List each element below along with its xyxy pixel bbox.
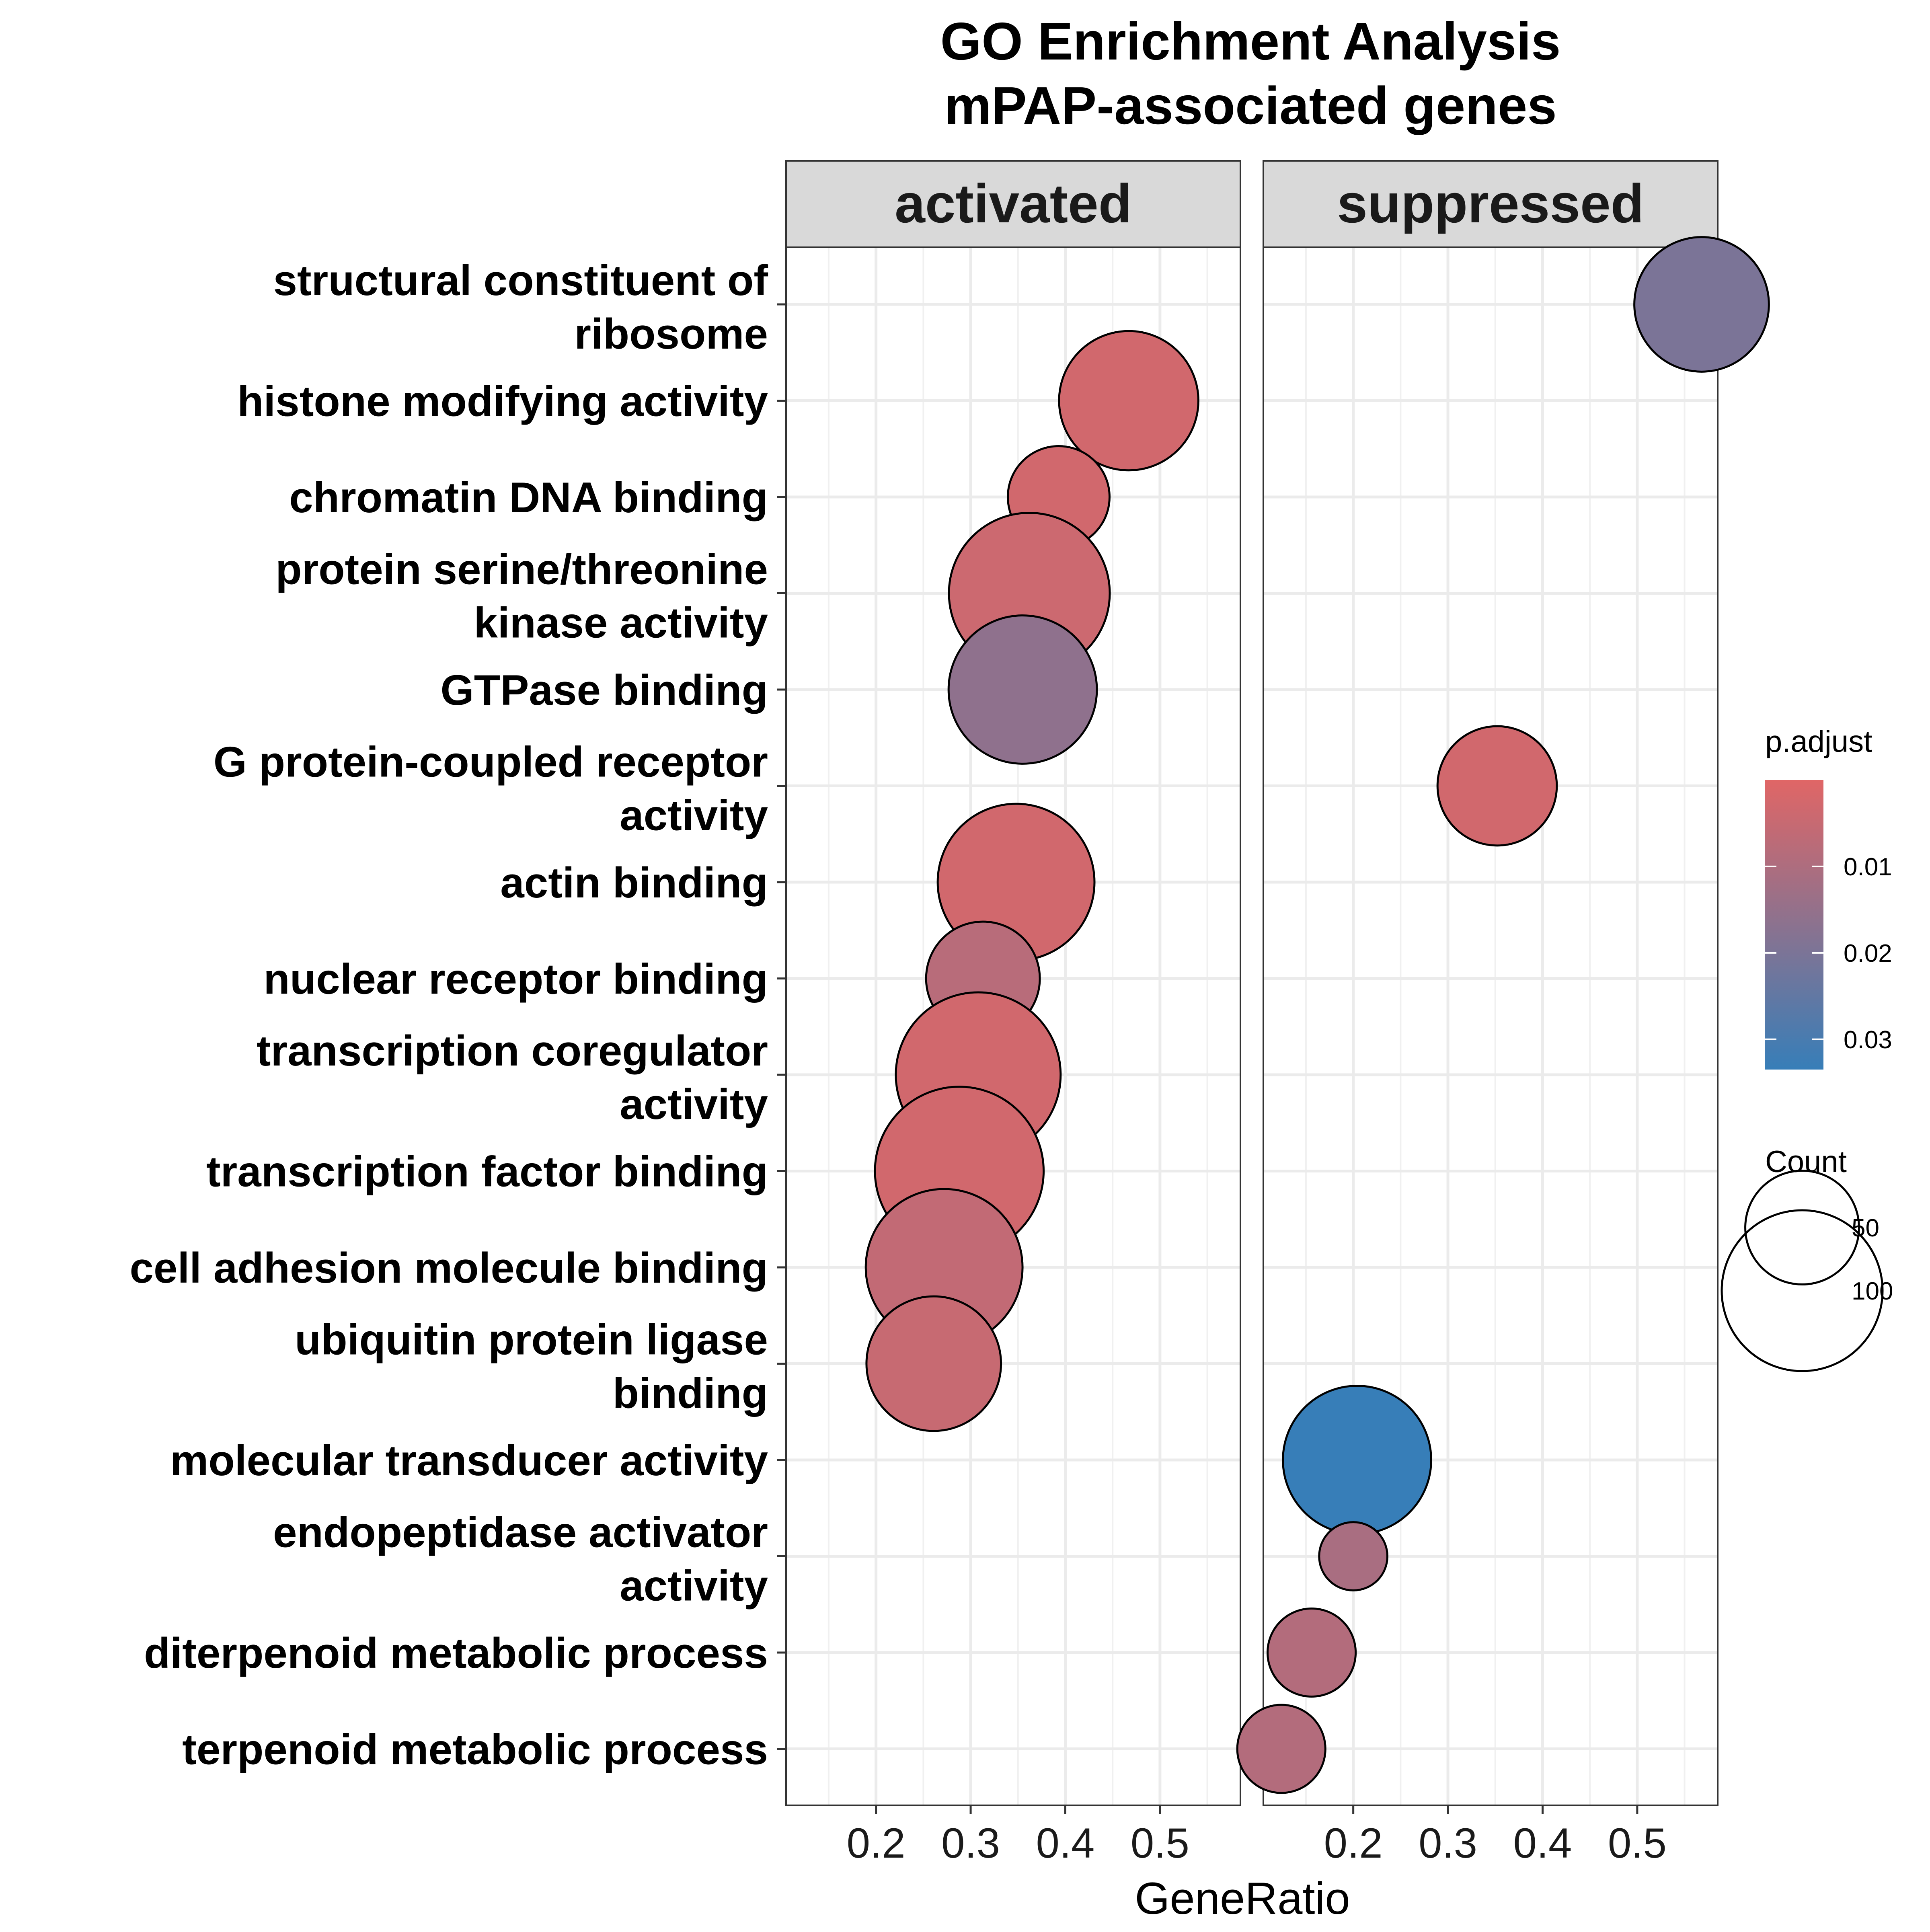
- y-label: chromatin DNA binding: [289, 473, 768, 521]
- y-label: transcription factor binding: [206, 1148, 768, 1196]
- x-tick-label: 0.4: [1036, 1820, 1094, 1867]
- facet-strip-label: suppressed: [1337, 173, 1644, 234]
- y-label: ribosome: [574, 310, 768, 358]
- y-label: endopeptidase activator: [273, 1508, 768, 1556]
- y-label: GTPase binding: [441, 666, 768, 714]
- size-legend-label: 100: [1852, 1277, 1893, 1305]
- y-label: diterpenoid metabolic process: [144, 1629, 768, 1677]
- facet-panel-suppressed: suppressed 0.2 0.3 0.4 0.5: [1263, 160, 1719, 1867]
- color-legend-title: p.adjust: [1765, 725, 1872, 759]
- x-tick-label: 0.5: [1131, 1820, 1189, 1867]
- y-label: G protein-coupled receptor: [214, 738, 768, 786]
- color-legend-label: 0.01: [1844, 853, 1892, 881]
- color-legend-label: 0.02: [1844, 940, 1892, 967]
- x-tick-label: 0.4: [1513, 1820, 1572, 1867]
- y-label: binding: [613, 1369, 768, 1417]
- y-label: terpenoid metabolic process: [182, 1725, 768, 1774]
- data-point: [1236, 1704, 1326, 1794]
- x-tick-label: 0.3: [941, 1820, 1000, 1867]
- y-label: activity: [620, 791, 768, 840]
- data-point: [1282, 1385, 1432, 1535]
- data-points: [864, 236, 1770, 1794]
- y-label: protein serine/threonine: [275, 545, 768, 593]
- y-label: ubiquitin protein ligase: [295, 1316, 768, 1364]
- y-label: structural constituent of: [273, 256, 768, 304]
- x-tick-label: 0.5: [1608, 1820, 1667, 1867]
- facet-panels: activated 0.2 0.3 0.4 0.5 suppressed 0.2 0.3 0.4…: [785, 160, 1770, 1867]
- chart-title-line2: mPAP-associated genes: [944, 76, 1556, 135]
- y-label: nuclear receptor binding: [264, 955, 768, 1003]
- y-label: activity: [620, 1080, 768, 1128]
- x-tick-label: 0.2: [847, 1820, 905, 1867]
- size-legend-label: 50: [1852, 1214, 1879, 1242]
- x-axis-title: GeneRatio: [1135, 1873, 1350, 1924]
- data-point: [1318, 1521, 1388, 1591]
- y-label: transcription coregulator: [257, 1027, 768, 1075]
- x-tick-label: 0.2: [1324, 1820, 1383, 1867]
- y-label: activity: [620, 1562, 768, 1610]
- y-label: molecular transducer activity: [170, 1436, 768, 1484]
- y-label: actin binding: [500, 858, 768, 907]
- data-point: [947, 614, 1098, 765]
- y-label: histone modifying activity: [237, 377, 768, 425]
- size-legend-key: [1744, 1170, 1860, 1285]
- facet-strip: [785, 160, 1241, 248]
- x-tick-label: 0.3: [1419, 1820, 1477, 1867]
- size-legend-title: Count: [1765, 1145, 1847, 1179]
- data-point: [1436, 725, 1558, 847]
- facet-strip: [1263, 160, 1719, 248]
- chart-title-line1: GO Enrichment Analysis: [940, 12, 1561, 71]
- data-point: [1058, 330, 1199, 472]
- y-label: kinase activity: [474, 599, 768, 647]
- color-bar: [1765, 780, 1823, 1070]
- legends: p.adjust 0.01 0.02 0.03 Count 50 100: [1721, 725, 1893, 1372]
- facet-strip-label: activated: [895, 173, 1132, 234]
- color-legend-label: 0.03: [1844, 1026, 1892, 1054]
- y-axis-labels: structural constituent of ribosome histone…: [130, 256, 786, 1774]
- data-point: [1633, 236, 1770, 373]
- data-point: [865, 1295, 1002, 1432]
- size-legend-key: [1721, 1209, 1884, 1372]
- y-label: cell adhesion molecule binding: [130, 1244, 768, 1292]
- data-point: [1267, 1607, 1357, 1698]
